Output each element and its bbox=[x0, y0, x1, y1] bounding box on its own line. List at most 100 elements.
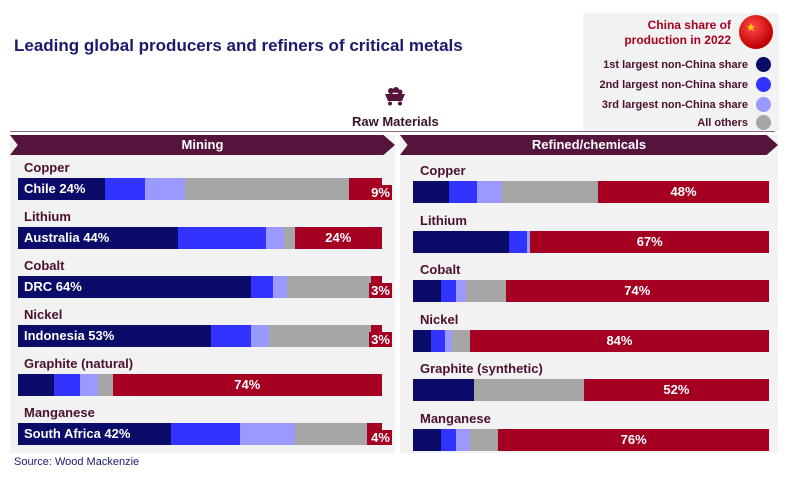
others-segment bbox=[287, 276, 372, 298]
third-share-segment bbox=[145, 178, 186, 200]
second-share-segment bbox=[441, 428, 456, 451]
legend-dot-icon bbox=[756, 97, 771, 112]
others-segment bbox=[98, 374, 113, 396]
source-note: Source: Wood Mackenzie bbox=[14, 456, 140, 468]
second-share-segment bbox=[430, 329, 446, 352]
legend-dot-icon bbox=[756, 77, 771, 92]
data-label: 74% bbox=[234, 377, 261, 392]
metal-name: Graphite (natural) bbox=[24, 356, 134, 371]
first-share-segment bbox=[413, 280, 442, 302]
third-share-segment bbox=[445, 329, 453, 352]
china-share-segment: 52% bbox=[583, 379, 769, 401]
section-label: Raw Materials bbox=[352, 114, 439, 129]
legend-label: 1st largest non-China share bbox=[603, 58, 748, 71]
second-share-segment bbox=[54, 374, 80, 396]
third-share-segment bbox=[526, 230, 531, 253]
data-label: 48% bbox=[670, 184, 697, 199]
stacked-bar: 74% bbox=[18, 374, 382, 396]
panel-header: Mining bbox=[10, 135, 395, 155]
first-share-segment: DRC 64% bbox=[18, 276, 251, 298]
data-label: Australia 44% bbox=[24, 230, 110, 245]
others-segment bbox=[269, 325, 372, 347]
legend-dot-icon bbox=[756, 57, 771, 72]
legend-label: 2nd largest non-China share bbox=[599, 78, 748, 91]
data-label: South Africa 42% bbox=[24, 426, 131, 441]
first-share-segment bbox=[413, 329, 431, 352]
second-share-segment bbox=[170, 423, 241, 445]
data-label: 84% bbox=[606, 332, 633, 348]
others-segment bbox=[501, 181, 599, 203]
stacked-bar: Chile 24% 9% bbox=[18, 178, 392, 200]
stacked-bar: Australia 44% 24% bbox=[18, 227, 382, 249]
metal-name: Lithium bbox=[420, 212, 467, 228]
legend-label: 3rd largest non-China share bbox=[601, 98, 748, 111]
others-segment bbox=[294, 423, 368, 445]
data-label: DRC 64% bbox=[24, 279, 82, 294]
data-label: Chile 24% bbox=[24, 181, 86, 196]
second-share-segment bbox=[178, 227, 266, 249]
china-share-segment: 24% bbox=[294, 227, 382, 249]
third-share-segment bbox=[79, 374, 99, 396]
third-share-segment bbox=[455, 428, 470, 451]
stacked-bar: 52% bbox=[413, 379, 769, 401]
china-flag-icon: ★ bbox=[739, 15, 773, 49]
mining-panel: Mining Copper Chile 24% 9% Lithium Australia… bbox=[10, 135, 395, 453]
metal-name: Lithium bbox=[24, 209, 71, 224]
stacked-bar: 84% bbox=[413, 329, 769, 352]
second-share-segment bbox=[448, 181, 478, 203]
china-share-segment: 3% bbox=[369, 325, 392, 347]
second-share-segment bbox=[441, 280, 456, 302]
first-share-segment: Australia 44% bbox=[18, 227, 179, 249]
divider bbox=[10, 131, 775, 132]
china-share-segment: 74% bbox=[505, 280, 769, 302]
third-share-segment bbox=[455, 280, 467, 302]
china-share-segment: 74% bbox=[112, 374, 382, 396]
stacked-bar: DRC 64% 3% bbox=[18, 276, 392, 298]
third-share-segment bbox=[272, 276, 288, 298]
metal-name: Manganese bbox=[24, 405, 95, 420]
second-share-segment bbox=[509, 230, 527, 253]
data-label: 76% bbox=[620, 431, 647, 447]
third-share-segment bbox=[250, 325, 270, 347]
chart-title: Leading global producers and refiners of… bbox=[14, 36, 463, 55]
stacked-bar: 74% bbox=[413, 280, 769, 302]
refined-panel: Refined/chemicals Copper 48% Lithium 67% Cob… bbox=[400, 135, 778, 453]
stacked-bar: 67% bbox=[413, 230, 769, 253]
first-share-segment bbox=[18, 374, 55, 396]
metal-name: Graphite (synthetic) bbox=[420, 361, 543, 376]
china-share-segment: 84% bbox=[469, 329, 769, 352]
first-share-segment: Indonesia 53% bbox=[18, 325, 211, 347]
china-share-segment: 76% bbox=[498, 428, 769, 451]
data-label: 74% bbox=[624, 283, 651, 298]
data-label: 3% bbox=[369, 283, 392, 298]
first-share-segment bbox=[413, 428, 442, 451]
third-share-segment bbox=[265, 227, 284, 249]
first-share-segment bbox=[413, 230, 510, 253]
china-share-segment: 9% bbox=[349, 178, 392, 200]
second-share-segment bbox=[210, 325, 251, 347]
first-share-segment: South Africa 42% bbox=[18, 423, 171, 445]
mine-cart-icon bbox=[385, 87, 405, 106]
others-segment bbox=[466, 280, 506, 302]
metal-name: Cobalt bbox=[24, 258, 65, 273]
others-segment bbox=[185, 178, 350, 200]
data-label: 67% bbox=[636, 233, 663, 249]
metal-name: Nickel bbox=[420, 311, 459, 327]
second-share-segment bbox=[250, 276, 273, 298]
china-share-segment: 48% bbox=[598, 181, 769, 203]
stacked-bar: South Africa 42% 4% bbox=[18, 423, 392, 445]
china-share-segment: 67% bbox=[530, 230, 769, 253]
data-label: 3% bbox=[369, 332, 392, 347]
second-share-segment bbox=[105, 178, 146, 200]
stacked-bar: 76% bbox=[413, 428, 769, 451]
metal-name: Copper bbox=[420, 163, 466, 178]
data-label: Indonesia 53% bbox=[24, 328, 115, 343]
others-segment bbox=[469, 428, 499, 451]
data-label: 9% bbox=[369, 185, 392, 200]
data-label: 24% bbox=[325, 230, 352, 245]
legend-china-label: China share of production in 2022 bbox=[624, 18, 731, 47]
first-share-segment: Chile 24% bbox=[18, 178, 106, 200]
stacked-bar: 48% bbox=[413, 181, 769, 203]
legend: China share of production in 2022 ★ 1st … bbox=[583, 13, 779, 131]
data-label: 52% bbox=[663, 382, 690, 397]
